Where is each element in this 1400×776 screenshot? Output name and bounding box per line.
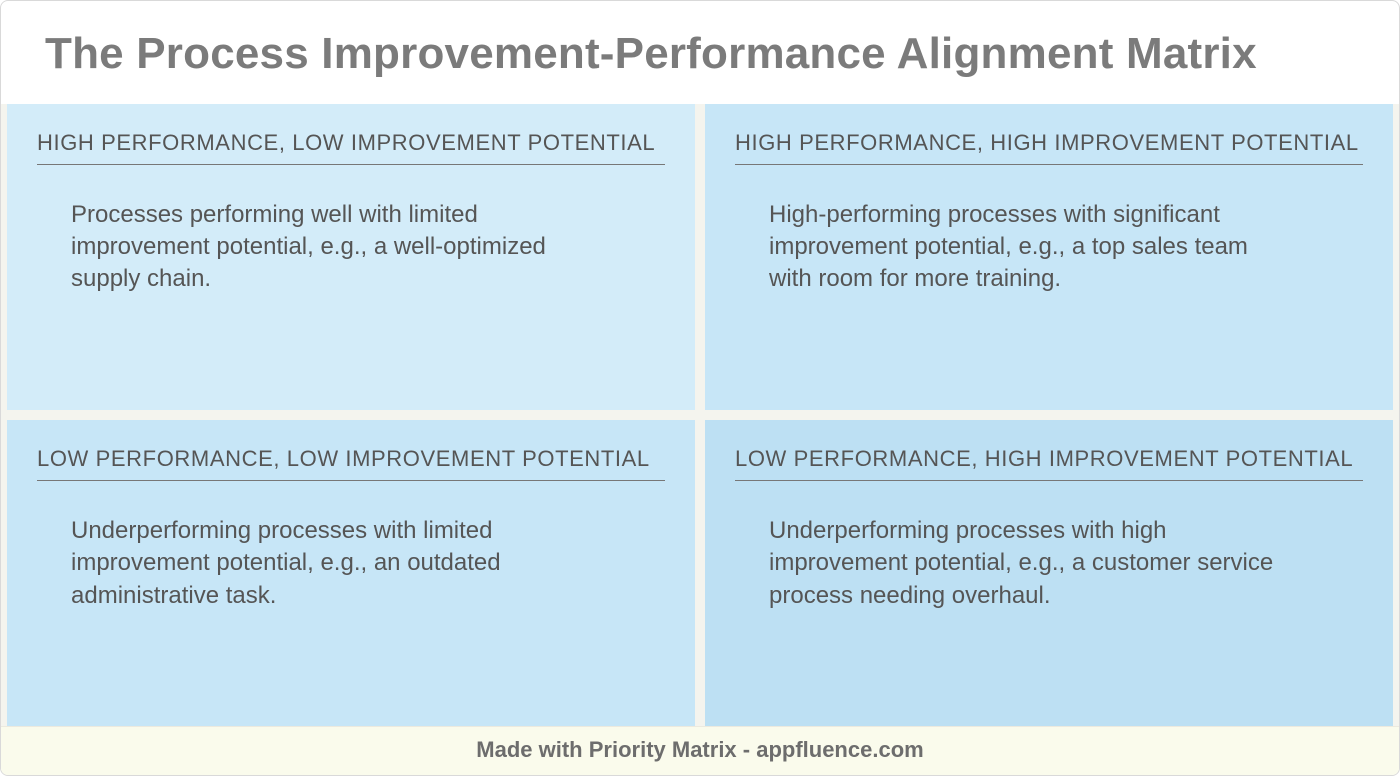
quadrant-title: LOW PERFORMANCE, HIGH IMPROVEMENT POTENT… (735, 446, 1363, 481)
quadrant-title: HIGH PERFORMANCE, LOW IMPROVEMENT POTENT… (37, 130, 665, 165)
quadrant-bottom-right: LOW PERFORMANCE, HIGH IMPROVEMENT POTENT… (705, 420, 1393, 726)
quadrant-body: Underperforming processes with limited i… (37, 481, 617, 612)
quadrant-bottom-left: LOW PERFORMANCE, LOW IMPROVEMENT POTENTI… (7, 420, 695, 726)
page-title: The Process Improvement-Performance Alig… (45, 29, 1355, 80)
header: The Process Improvement-Performance Alig… (1, 1, 1399, 104)
quadrant-body: Underperforming processes with high impr… (735, 481, 1315, 612)
quadrant-top-left: HIGH PERFORMANCE, LOW IMPROVEMENT POTENT… (7, 104, 695, 410)
quadrant-grid: HIGH PERFORMANCE, LOW IMPROVEMENT POTENT… (1, 104, 1399, 726)
matrix-frame: The Process Improvement-Performance Alig… (0, 0, 1400, 776)
quadrant-body: Processes performing well with limited i… (37, 165, 617, 296)
quadrant-title: LOW PERFORMANCE, LOW IMPROVEMENT POTENTI… (37, 446, 665, 481)
quadrant-body: High-performing processes with significa… (735, 165, 1315, 296)
quadrant-top-right: HIGH PERFORMANCE, HIGH IMPROVEMENT POTEN… (705, 104, 1393, 410)
footer-attribution: Made with Priority Matrix - appfluence.c… (1, 726, 1399, 775)
quadrant-title: HIGH PERFORMANCE, HIGH IMPROVEMENT POTEN… (735, 130, 1363, 165)
